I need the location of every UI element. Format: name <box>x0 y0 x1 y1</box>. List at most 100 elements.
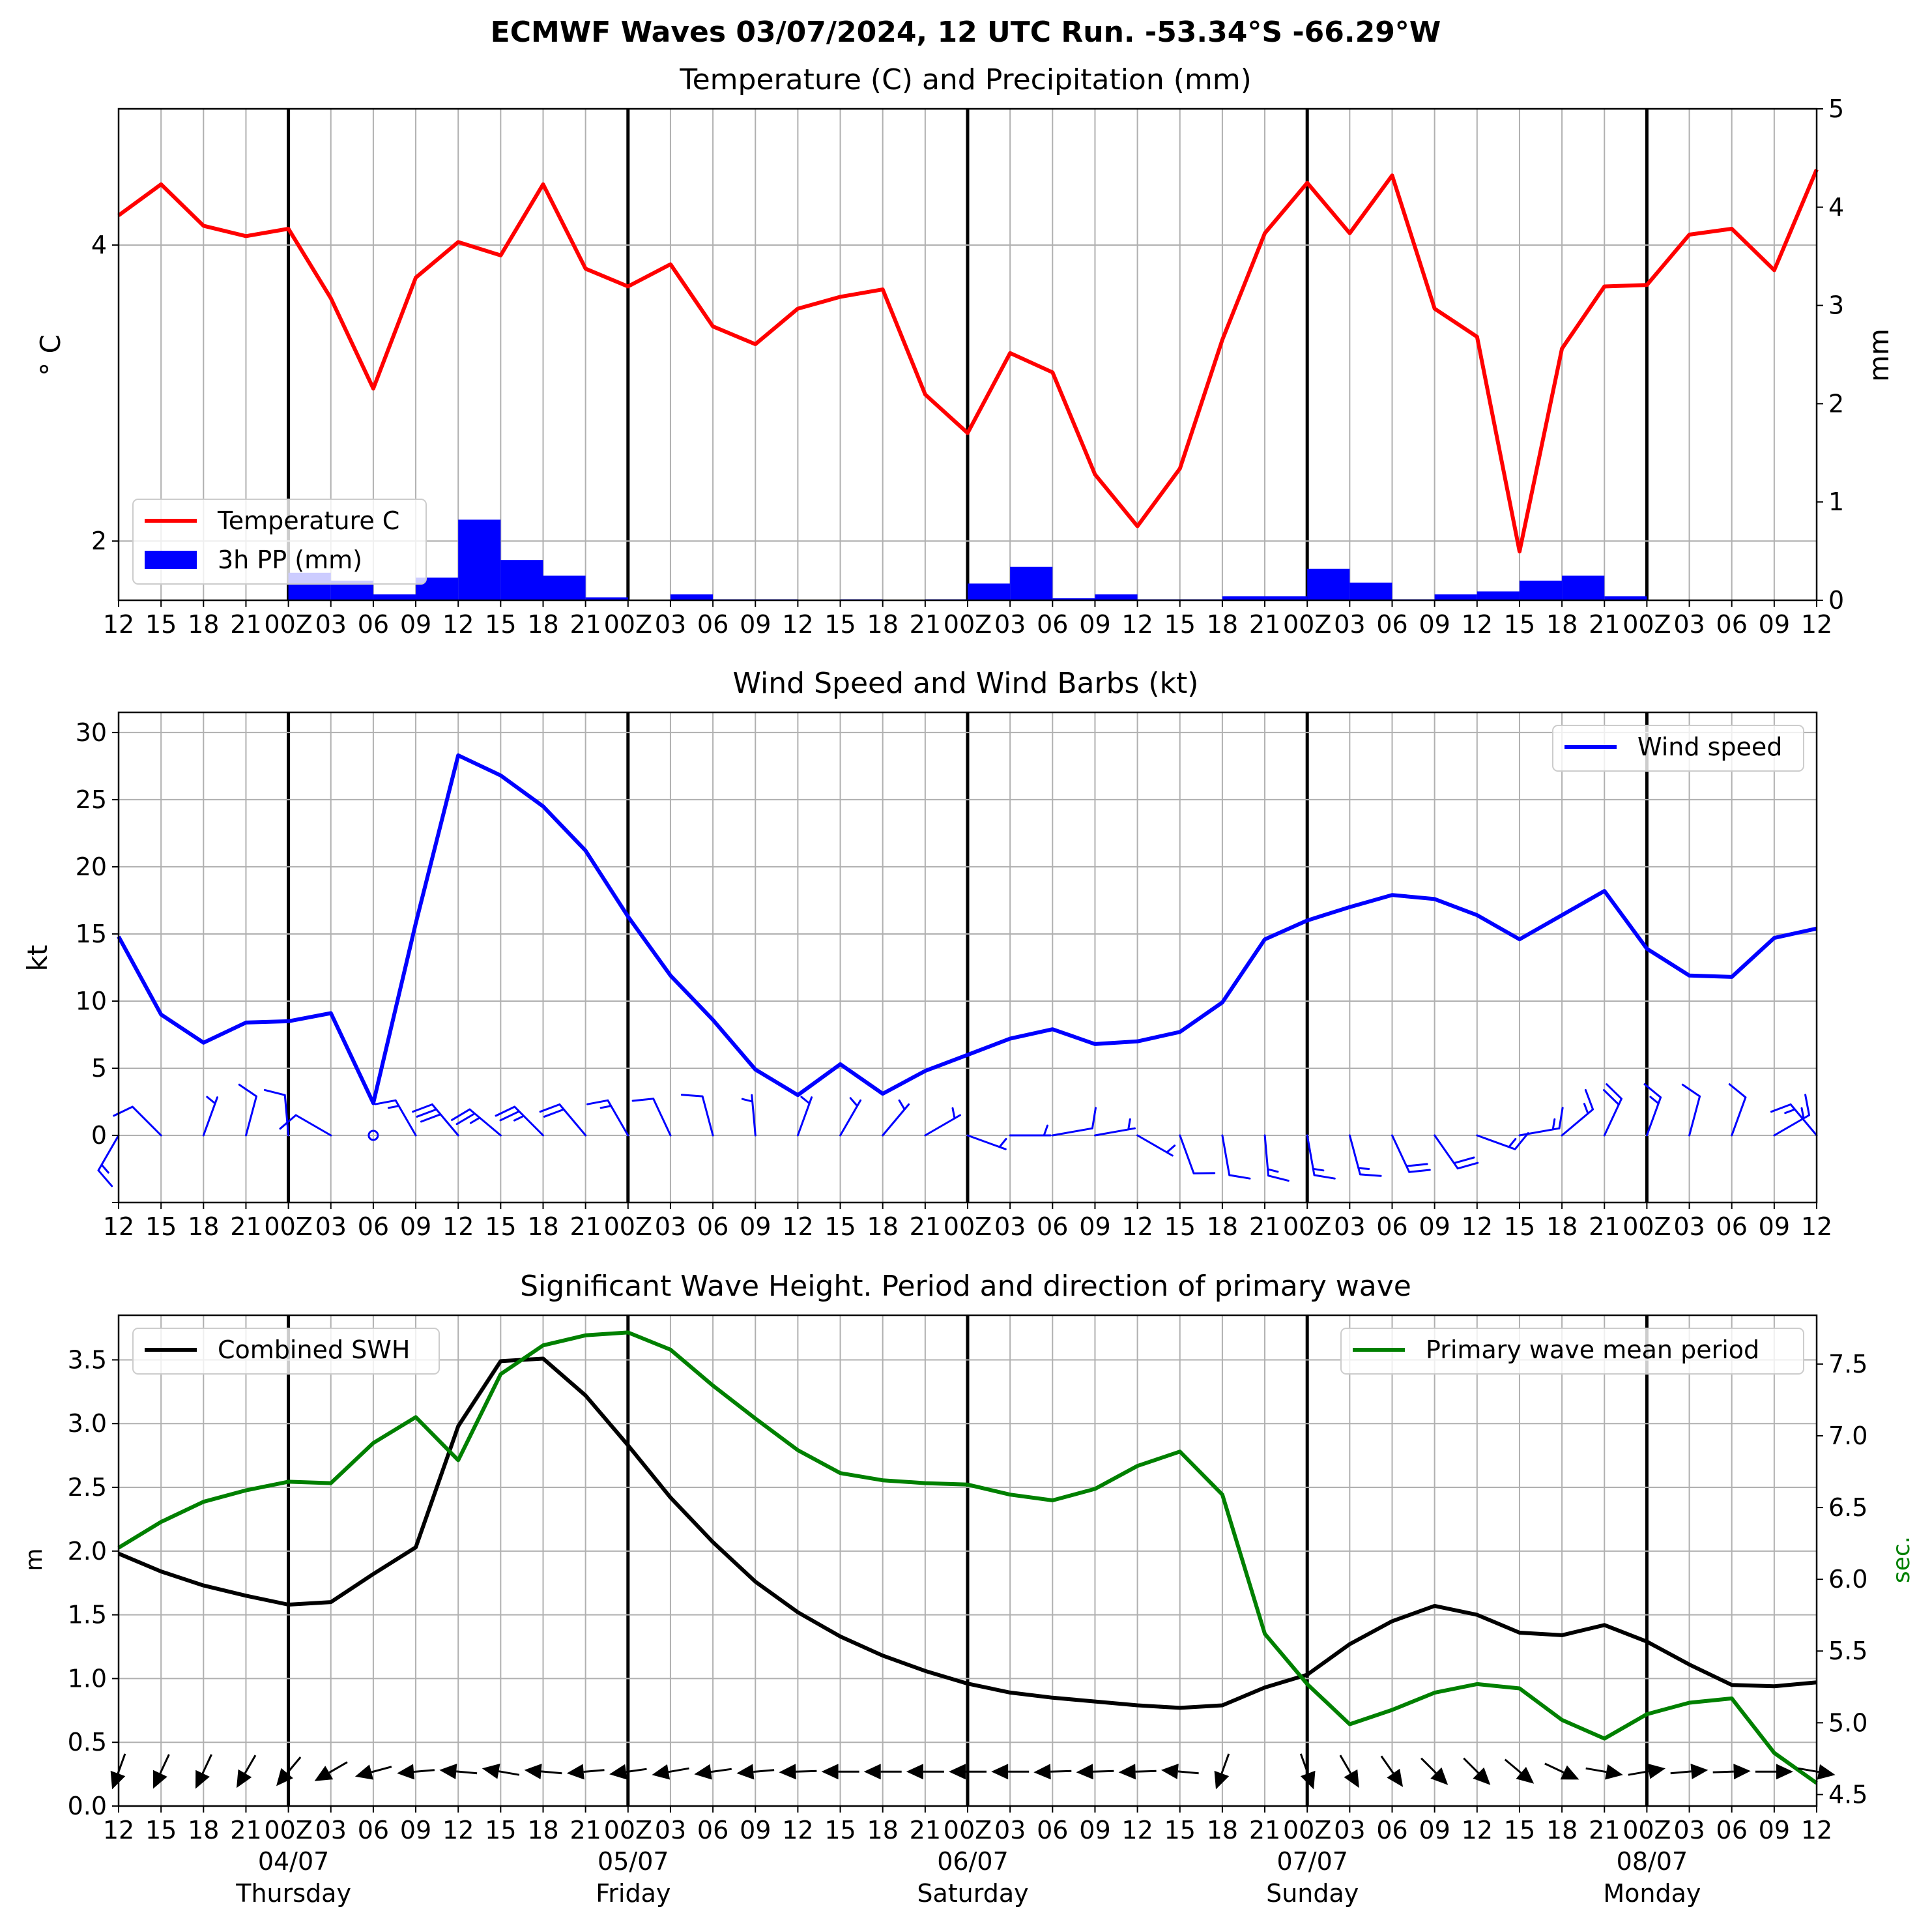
wave-xtick-label: 06 <box>1716 1816 1748 1844</box>
wave-ytick-label: 3.5 <box>68 1345 107 1374</box>
wind-barb <box>966 1134 1007 1150</box>
wave-direction-arrow-head <box>354 1764 374 1780</box>
wave-xtick-label: 18 <box>1546 1816 1578 1844</box>
wave-direction-arrow-shaft <box>626 1768 647 1773</box>
wind-barb <box>924 1107 961 1137</box>
wind-barb <box>1094 1118 1136 1137</box>
wind-barb <box>1221 1134 1251 1180</box>
wind-xtick-label: 12 <box>1462 1212 1493 1241</box>
wave-direction-arrow-shaft <box>1299 1753 1309 1774</box>
wave-xtick-label: 03 <box>315 1816 347 1844</box>
temp-xtick-label: 06 <box>1716 610 1748 639</box>
wave-direction-arrow-shaft <box>1544 1762 1564 1773</box>
wave-direction-arrow-shaft <box>1670 1770 1692 1775</box>
wind-ytick-label: 30 <box>76 718 107 747</box>
wave-direction-arrow-head <box>1430 1767 1449 1785</box>
wave-xtick-label: 15 <box>1164 1816 1196 1844</box>
wind-barb <box>495 1105 544 1137</box>
wave-direction-arrow-head <box>863 1764 881 1780</box>
wind-barb <box>451 1108 502 1137</box>
wind-barb <box>368 1130 379 1141</box>
wave-xtick-label: 06 <box>1376 1816 1407 1844</box>
precip-bar <box>543 576 586 600</box>
wind-barb <box>1770 1103 1818 1137</box>
day-weekday-label: Friday <box>596 1879 670 1908</box>
wave-direction-arrow-head <box>524 1764 542 1779</box>
wave-xtick-label: 15 <box>1504 1816 1535 1844</box>
wave-swh-legend-label: Combined SWH <box>218 1335 410 1364</box>
wind-barb <box>1728 1083 1747 1137</box>
wave-direction-arrow-shaft <box>201 1754 212 1774</box>
temp-xtick-label: 00Z <box>264 610 312 639</box>
wave-direction-arrow-shaft <box>1380 1755 1394 1774</box>
wind-barb <box>1348 1134 1382 1177</box>
wave-direction-arrow-shaft <box>583 1769 605 1773</box>
precip-bar <box>458 519 501 600</box>
wave-ytick-label: 2.5 <box>68 1473 107 1502</box>
wave-xtick-label: 18 <box>188 1816 219 1844</box>
wave-y2tick-label: 4.5 <box>1828 1780 1867 1809</box>
wave-xtick-label: 06 <box>697 1816 728 1844</box>
temp-xtick-label: 03 <box>1673 610 1705 639</box>
day-weekday-label: Sunday <box>1266 1879 1359 1908</box>
wind-xtick-label: 12 <box>103 1212 134 1241</box>
temp-xtick-label: 15 <box>824 610 856 639</box>
wave-direction-arrow-head <box>609 1764 627 1780</box>
wind-xtick-label: 09 <box>740 1212 771 1241</box>
wave-xtick-label: 21 <box>910 1816 941 1844</box>
wave-direction-arrow-head <box>237 1769 252 1788</box>
wave-period-legend-label: Primary wave mean period <box>1426 1335 1759 1364</box>
temp-xtick-label: 03 <box>315 610 347 639</box>
wind-legend <box>1552 725 1804 772</box>
wave-xtick-label: 12 <box>1801 1816 1832 1844</box>
temp-xtick-label: 09 <box>740 610 771 639</box>
temp-legend-swatch <box>145 551 197 569</box>
wave-direction-arrow-head <box>1516 1766 1535 1784</box>
wind-xtick-label: 12 <box>1121 1212 1153 1241</box>
wind-xtick-label: 21 <box>570 1212 601 1241</box>
wave-xtick-label: 00Z <box>1622 1816 1671 1844</box>
period-ylabel: sec. <box>1888 1536 1915 1583</box>
precip-bar <box>1519 580 1563 600</box>
temp-xtick-label: 06 <box>1376 610 1407 639</box>
wind-barb <box>412 1103 459 1137</box>
wind-barb <box>1009 1124 1052 1137</box>
precip-bar <box>1307 568 1350 600</box>
wind-xtick-label: 00Z <box>944 1212 992 1241</box>
temp-y2tick-label: 4 <box>1828 193 1844 222</box>
wind-xtick-label: 15 <box>1504 1212 1535 1241</box>
wave-direction-arrow-head <box>276 1768 293 1786</box>
wave-direction-arrow-shaft <box>753 1769 775 1773</box>
wave-direction-arrow-head <box>779 1764 796 1780</box>
temp-xtick-label: 03 <box>655 610 686 639</box>
day-date-label: 07/07 <box>1276 1847 1348 1876</box>
wind-xtick-label: 18 <box>527 1212 558 1241</box>
wind-barb <box>741 1094 757 1137</box>
wave-swh-legend <box>132 1328 440 1375</box>
wind-xtick-label: 18 <box>867 1212 899 1241</box>
temp-xtick-label: 09 <box>1419 610 1450 639</box>
temp-y2tick-label: 5 <box>1828 95 1844 123</box>
wave-direction-arrow-head <box>1817 1764 1836 1780</box>
wave-xtick-label: 03 <box>1334 1816 1365 1844</box>
wind-barb <box>1051 1107 1097 1137</box>
wave-direction-arrow-head <box>152 1770 167 1789</box>
wave-direction-arrow-shaft <box>328 1761 348 1773</box>
wave-xtick-label: 12 <box>103 1816 134 1844</box>
wave-direction-arrow-shaft <box>286 1756 302 1774</box>
wind-ytick-label: 15 <box>76 920 107 948</box>
wave-direction-arrow-head <box>1690 1764 1709 1779</box>
wind-xtick-label: 03 <box>315 1212 347 1241</box>
temp-xtick-label: 00Z <box>1283 610 1331 639</box>
precip-bar <box>1349 582 1392 600</box>
wind-barb <box>1518 1107 1564 1137</box>
wave-xtick-label: 18 <box>867 1816 899 1844</box>
wind-xtick-label: 06 <box>1037 1212 1068 1241</box>
temp-xtick-label: 03 <box>1334 610 1365 639</box>
wind-ytick-label: 20 <box>76 853 107 881</box>
wave-ytick-label: 3.0 <box>68 1409 107 1438</box>
wind-barb <box>97 1134 120 1188</box>
wind-xtick-label: 00Z <box>1283 1212 1331 1241</box>
wind-barb <box>238 1083 257 1137</box>
wind-xtick-label: 00Z <box>264 1212 312 1241</box>
